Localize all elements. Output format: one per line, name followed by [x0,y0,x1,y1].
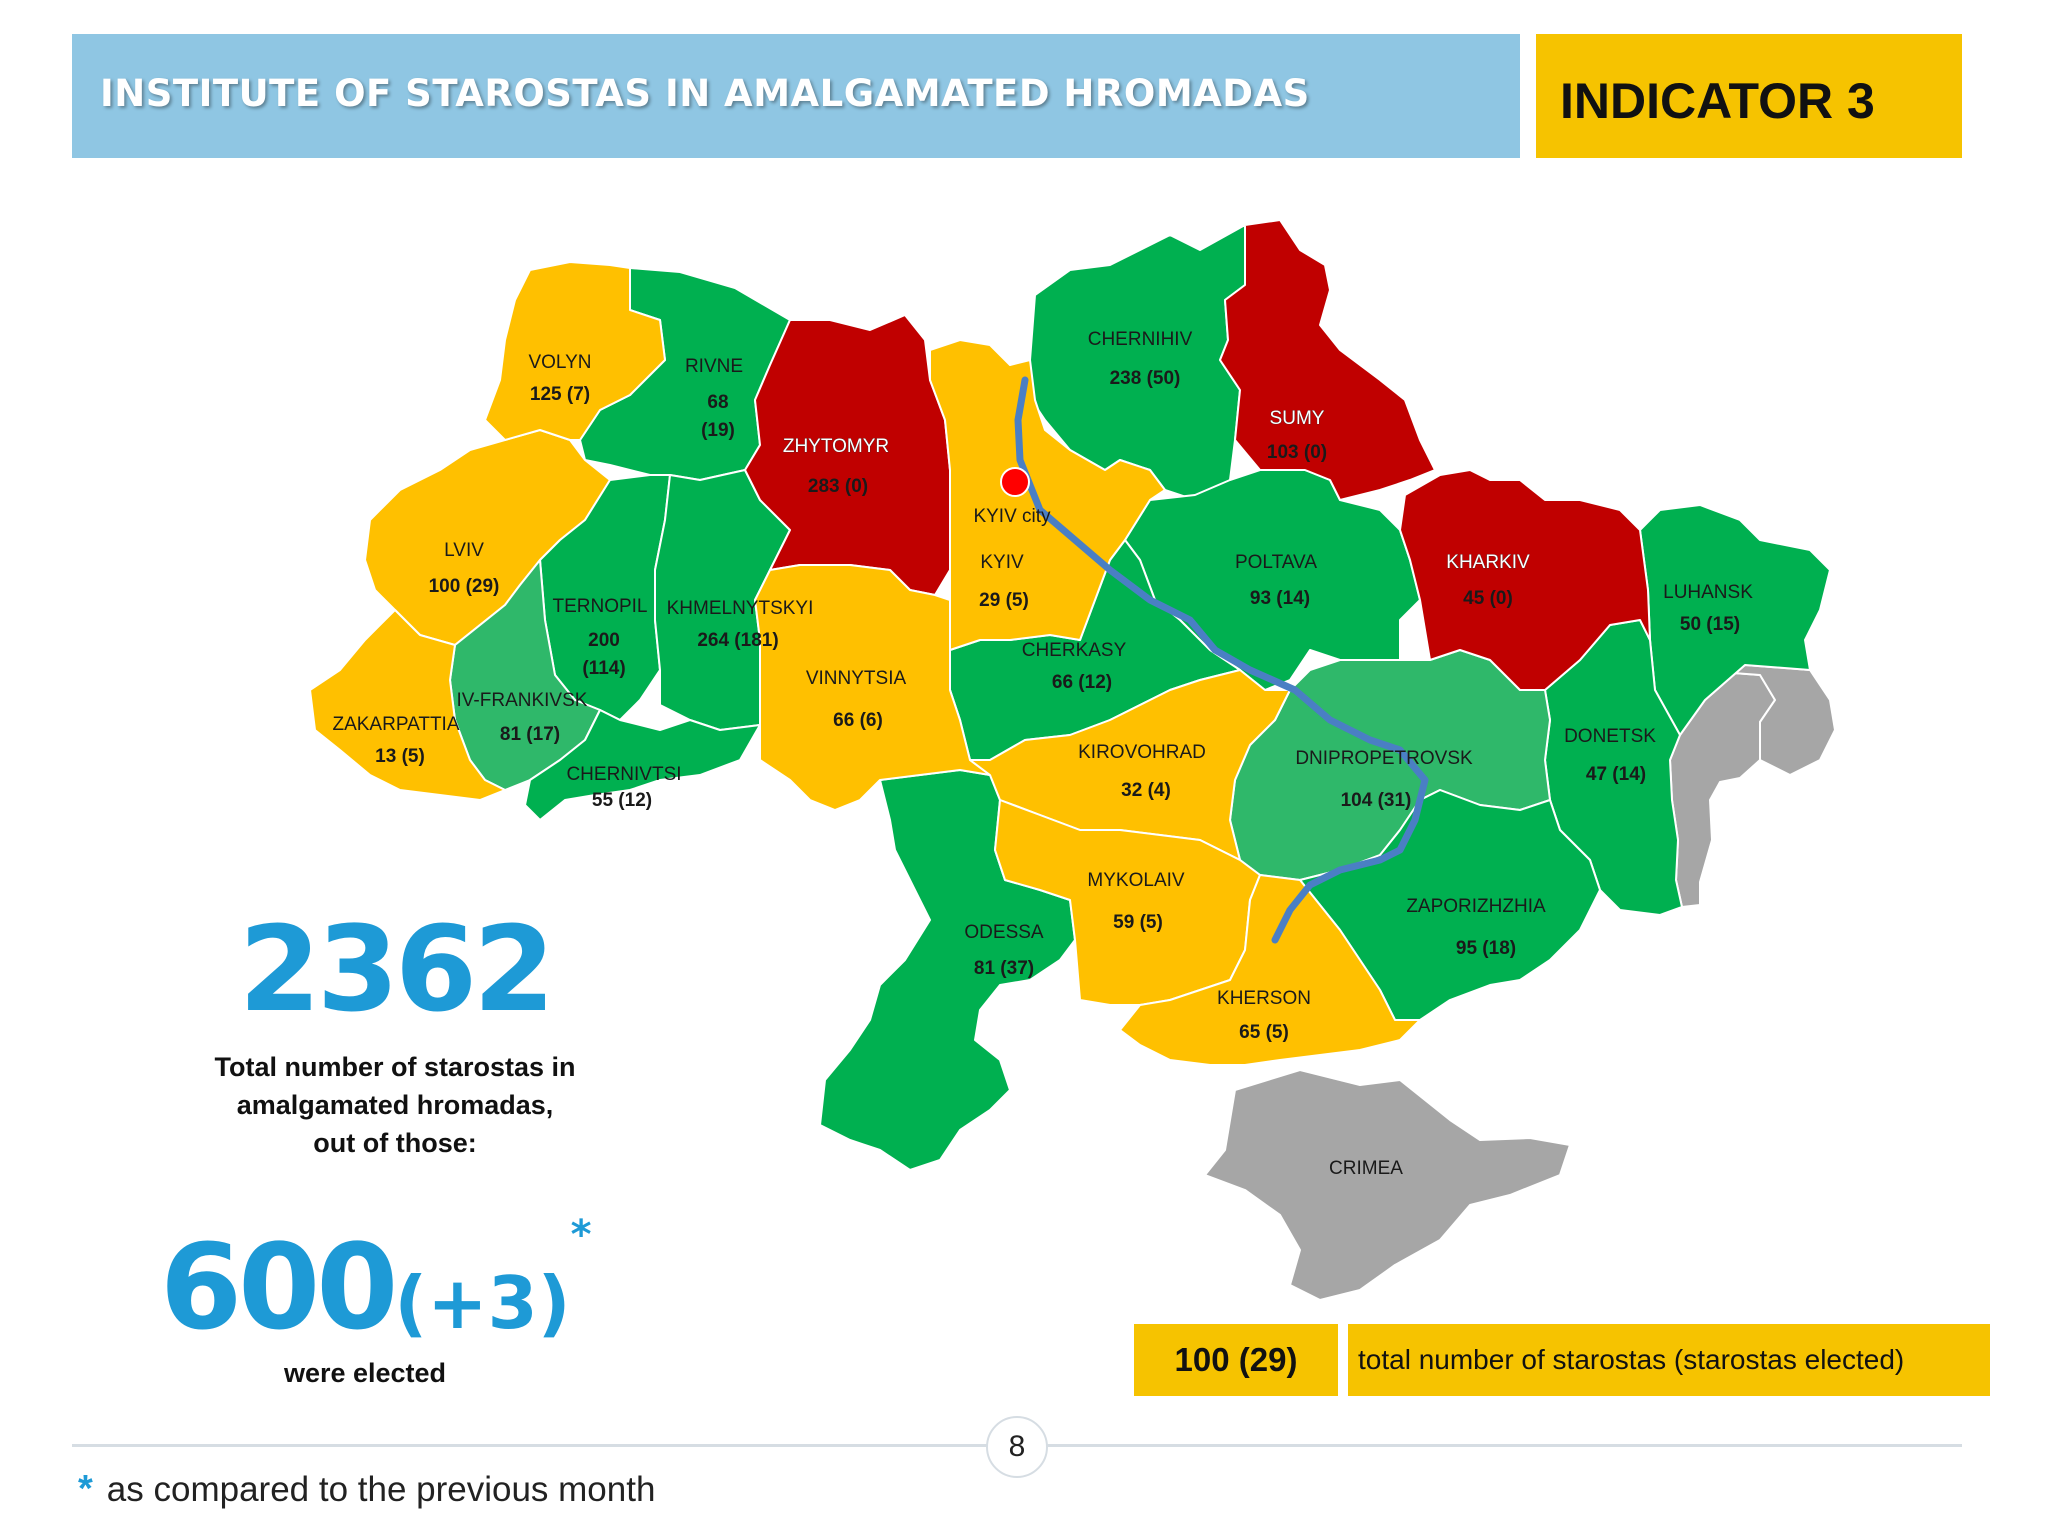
label-chernihiv: CHERNIHIV [1088,329,1193,350]
value-zhytomyr: 283 (0) [808,476,868,497]
value-donetsk: 47 (14) [1586,764,1646,785]
value-luhansk: 50 (15) [1680,614,1740,635]
label-ternopil: TERNOPIL [552,596,647,617]
elected-count: 600 [160,1218,398,1356]
total-starostas-number: 2362 [238,900,555,1038]
label-odessa: ODESSA [964,922,1044,943]
label-volyn: VOLYN [528,352,591,373]
value-volyn: 125 (7) [530,384,590,405]
label-mykolaiv: MYKOLAIV [1087,870,1184,891]
label-crimea: CRIMEA [1329,1158,1403,1179]
indicator-badge [1536,34,1962,158]
page-number: 8 [986,1416,1048,1478]
value-kherson: 65 (5) [1239,1022,1289,1043]
label-rivne: RIVNE [685,356,743,377]
label-kyiv-city: KYIV city [973,506,1051,527]
kyiv-city-marker[interactable] [1000,467,1030,497]
label-zhytomyr: ZHYTOMYR [783,436,889,457]
value-odessa: 81 (37) [974,958,1034,979]
value-dnipropetrovsk: 104 (31) [1341,790,1412,811]
label-sumy: SUMY [1270,408,1325,429]
label-dnipropetrovsk: DNIPROPETROVSK [1295,748,1473,769]
elected-caption: were elected [283,1358,447,1388]
label-lviv: LVIV [444,540,484,561]
label-poltava: POLTAVA [1235,552,1317,573]
value-sumy: 103 (0) [1267,442,1327,463]
region-crimea-shape[interactable] [1204,1069,1571,1301]
region-kharkiv-shape[interactable] [1399,469,1651,691]
footnote-asterisk: * [78,1468,93,1510]
total-caption-line-2: amalgamated hromadas, [236,1090,554,1120]
value-chernihiv: 238 (50) [1110,368,1181,389]
value-kyiv: 29 (5) [979,590,1029,611]
value-mykolaiv: 59 (5) [1113,912,1163,933]
value-iv-frankivsk: 81 (17) [500,724,560,745]
footnote: * as compared to the previous month [78,1468,655,1511]
value-poltava: 93 (14) [1250,588,1310,609]
label-kirovohrad: KIROVOHRAD [1078,742,1206,763]
page-title: INSTITUTE OF STAROSTAS IN AMALGAMATED HR… [100,72,1310,115]
elected-delta: (+3) [394,1261,571,1345]
region-kyiv-shape[interactable] [929,339,1166,651]
elected-asterisk: * [570,1212,592,1258]
label-luhansk: LUHANSK [1663,582,1753,603]
value-zaporizhzhia: 95 (18) [1456,938,1516,959]
label-zaporizhzhia: ZAPORIZHZHIA [1406,896,1546,917]
label-khmelnytskyi: KHMELNYTSKYI [667,598,814,619]
value-rivne-elected: (19) [701,420,735,441]
value-vinnytsia: 66 (6) [833,710,883,731]
value-ternopil-total: 200 [588,630,620,651]
region-zakarpattia-shape[interactable] [309,609,506,801]
label-kherson: KHERSON [1217,988,1311,1009]
region-sumy-shape[interactable] [1219,219,1436,501]
region-kherson-shape[interactable] [1119,874,1421,1066]
label-zakarpattia: ZAKARPATTIA [332,714,459,735]
value-rivne-total: 68 [707,392,728,413]
label-kharkiv: KHARKIV [1446,552,1530,573]
value-cherkasy: 66 (12) [1052,672,1112,693]
total-starostas-caption: Total number of starostas in amalgamated… [170,1048,620,1162]
region-vinnytsia-shape[interactable] [754,564,991,811]
value-kharkiv: 45 (0) [1463,588,1513,609]
header-banner [72,34,1520,158]
value-zakarpattia: 13 (5) [375,746,425,767]
dnipro-river [1014,376,1429,944]
label-donetsk: DONETSK [1564,726,1656,747]
label-chernivtsi: CHERNIVTSI [566,764,681,785]
label-kyiv: KYIV [980,552,1024,573]
total-caption-line-3: out of those: [313,1128,477,1158]
legend-description: total number of starostas (starostas ele… [1348,1324,1990,1396]
label-cherkasy: CHERKASY [1022,640,1127,661]
value-khmelnytskyi: 264 (181) [697,630,778,651]
label-vinnytsia: VINNYTSIA [806,668,907,689]
label-iv-frankivsk: IV-FRANKIVSK [457,690,588,711]
value-lviv: 100 (29) [429,576,500,597]
value-chernivtsi: 55 (12) [592,790,652,811]
total-caption-line-1: Total number of starostas in [214,1052,576,1082]
legend-sample-value: 100 (29) [1134,1324,1338,1396]
value-ternopil-elected: (114) [582,658,625,679]
region-chernivtsi-shape[interactable] [524,709,761,821]
footnote-text: as compared to the previous month [106,1470,656,1509]
region-volyn-shape[interactable] [484,261,666,441]
value-kirovohrad: 32 (4) [1121,780,1171,801]
elected-starostas-number: 600(+3)* [160,1212,592,1356]
indicator-label: INDICATOR 3 [1560,73,1875,129]
